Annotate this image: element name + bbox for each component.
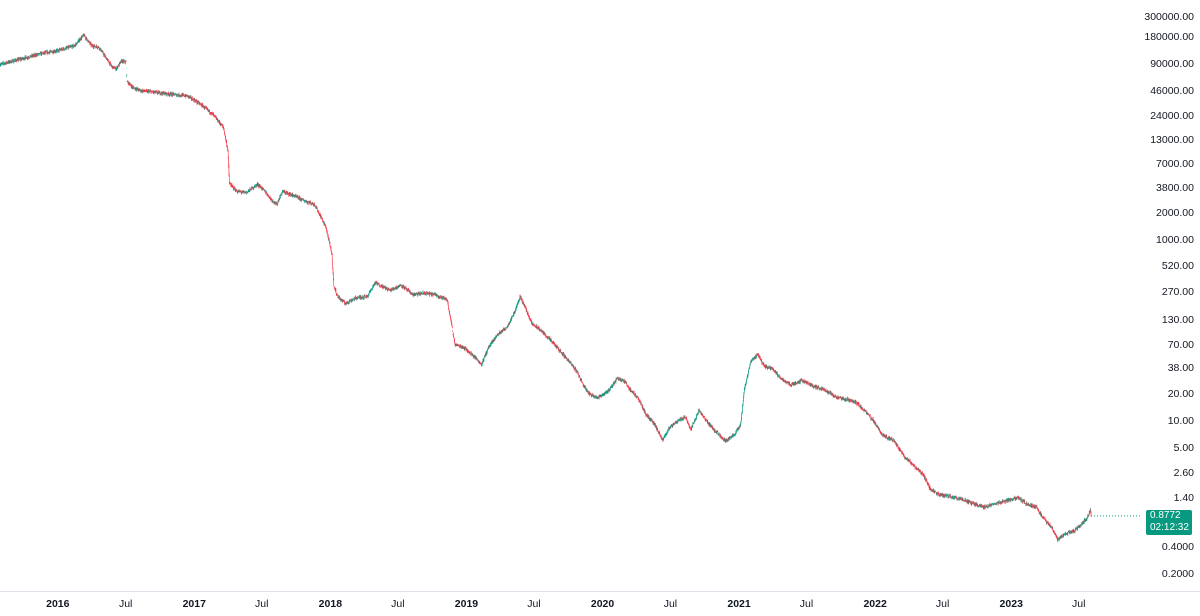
candles-plot [0,0,1141,591]
chart-area[interactable] [0,0,1141,591]
